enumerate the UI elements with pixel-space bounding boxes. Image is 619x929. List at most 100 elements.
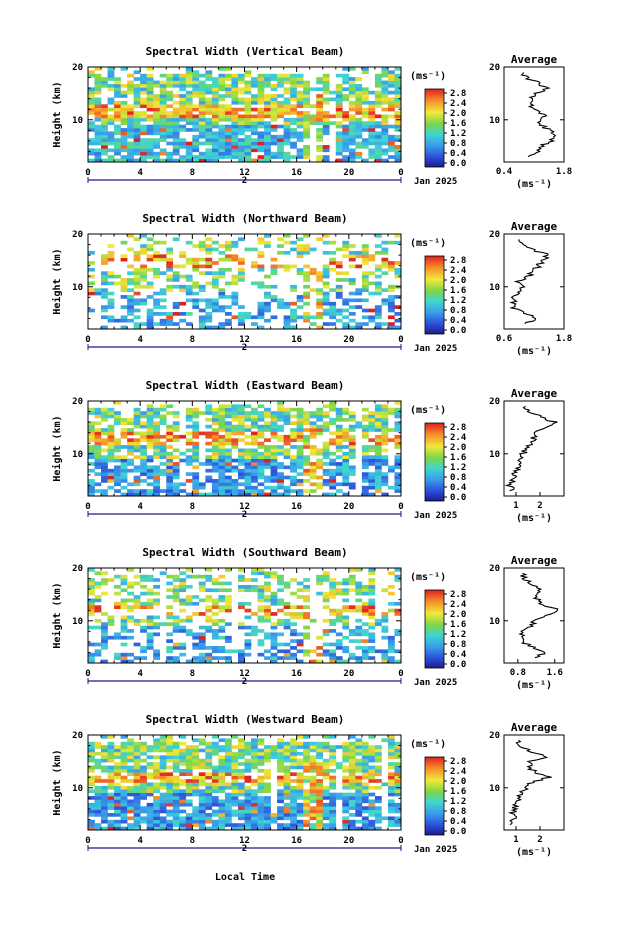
heatmap-cell xyxy=(257,475,265,480)
heatmap-cell xyxy=(172,646,180,650)
heatmap-cell xyxy=(198,796,206,800)
heatmap-cell xyxy=(133,779,141,783)
heatmap-cell xyxy=(342,806,350,810)
heatmap-cell xyxy=(101,158,108,163)
heatmap-cell xyxy=(198,612,206,616)
heatmap-cell xyxy=(231,315,239,320)
heatmap-cell xyxy=(179,768,187,773)
heatmap-cell xyxy=(316,315,324,320)
heatmap-cell xyxy=(153,819,161,824)
heatmap-cell xyxy=(107,782,115,787)
heatmap-cell xyxy=(179,618,187,623)
heatmap-cell xyxy=(88,421,95,426)
heatmap-cell xyxy=(140,625,147,630)
heatmap-cell xyxy=(133,806,141,810)
heatmap-cell xyxy=(355,608,363,613)
heatmap-cell xyxy=(244,819,252,824)
heatmap-cell xyxy=(127,799,134,804)
heatmap-cell xyxy=(166,813,174,817)
heatmap-cell xyxy=(101,468,108,473)
heatmap-cell xyxy=(335,141,343,146)
heatmap-cell xyxy=(309,411,317,415)
heatmap-cell xyxy=(355,117,363,122)
heatmap-cell xyxy=(251,571,258,576)
heatmap-cell xyxy=(192,291,200,296)
heatmap-cell xyxy=(146,83,154,88)
heatmap-cell xyxy=(374,404,382,409)
heatmap-cell xyxy=(322,823,330,827)
heatmap-cell xyxy=(257,281,265,286)
heatmap-cell xyxy=(133,124,141,129)
heatmap-cell xyxy=(348,264,356,269)
heatmap-cell xyxy=(283,448,291,453)
heatmap-cell xyxy=(218,325,226,330)
heatmap-cell xyxy=(192,789,200,793)
heatmap-cell xyxy=(348,107,356,112)
heatmap-cell xyxy=(316,155,324,159)
heatmap-cell xyxy=(361,472,369,476)
heatmap-cell xyxy=(381,441,389,446)
heatmap-cell xyxy=(153,578,161,582)
heatmap-cell xyxy=(329,315,337,320)
heatmap-cell xyxy=(101,755,108,760)
heatmap-cell xyxy=(101,629,108,633)
heatmap-cell xyxy=(198,247,206,252)
date-label: Jan 2025 xyxy=(414,511,457,521)
heatmap-cell xyxy=(127,271,134,276)
heatmap-cell xyxy=(387,819,395,824)
heatmap-cell xyxy=(133,492,141,497)
heatmap-cell xyxy=(257,80,265,85)
heatmap-cell xyxy=(290,612,297,616)
heatmap-cell xyxy=(114,104,121,109)
heatmap-cell xyxy=(205,117,213,122)
heatmap-cell xyxy=(277,155,284,159)
heatmap-cell xyxy=(335,462,343,466)
heatmap-cell xyxy=(101,751,108,756)
heatmap-cell xyxy=(316,138,324,142)
heatmap-cell xyxy=(303,151,311,156)
heatmap-cell xyxy=(244,462,252,466)
heatmap-cell xyxy=(101,591,108,596)
heatmap-cell xyxy=(368,411,376,415)
heatmap-cell xyxy=(329,588,337,593)
heatmap-cell xyxy=(211,421,219,426)
heatmap-cell xyxy=(322,295,330,299)
heatmap-cell xyxy=(316,301,324,306)
heatmap-cell xyxy=(296,407,304,412)
heatmap-cell xyxy=(94,445,102,449)
heatmap-cell xyxy=(322,574,330,579)
heatmap-cell xyxy=(355,629,363,633)
heatmap-cell xyxy=(218,414,226,419)
heatmap-cell xyxy=(296,237,304,242)
heatmap-cell xyxy=(290,639,297,643)
heatmap-cell xyxy=(185,298,193,303)
heatmap-cell xyxy=(290,772,297,777)
heatmap-cell xyxy=(322,796,330,800)
heatmap-cell xyxy=(218,434,226,439)
heatmap-cell xyxy=(198,806,206,810)
heatmap-cell xyxy=(316,741,324,746)
heatmap-cell xyxy=(224,741,232,746)
heatmap-cell xyxy=(237,799,245,804)
heatmap-cell xyxy=(146,455,154,459)
heatmap-cell xyxy=(120,492,128,497)
heatmap-cell xyxy=(153,775,161,780)
heatmap-cell xyxy=(224,485,232,490)
heatmap-cell xyxy=(146,247,154,252)
heatmap-cell xyxy=(257,799,265,804)
heatmap-cell xyxy=(120,445,128,449)
heatmap-cell xyxy=(107,114,115,119)
heatmap-cell xyxy=(387,305,395,309)
heatmap-cell xyxy=(198,581,206,586)
heatmap-cell xyxy=(224,295,232,299)
heatmap-cell xyxy=(166,779,174,783)
heatmap-cell xyxy=(146,77,154,81)
heatmap-cell xyxy=(88,308,95,313)
heatmap-cell xyxy=(120,816,128,821)
heatmap-cell xyxy=(192,809,200,814)
heatmap-cell xyxy=(114,411,121,415)
heatmap-cell xyxy=(140,448,147,453)
heatmap-cell xyxy=(224,404,232,409)
heatmap-cell xyxy=(342,278,350,282)
heatmap-cell xyxy=(205,625,213,630)
